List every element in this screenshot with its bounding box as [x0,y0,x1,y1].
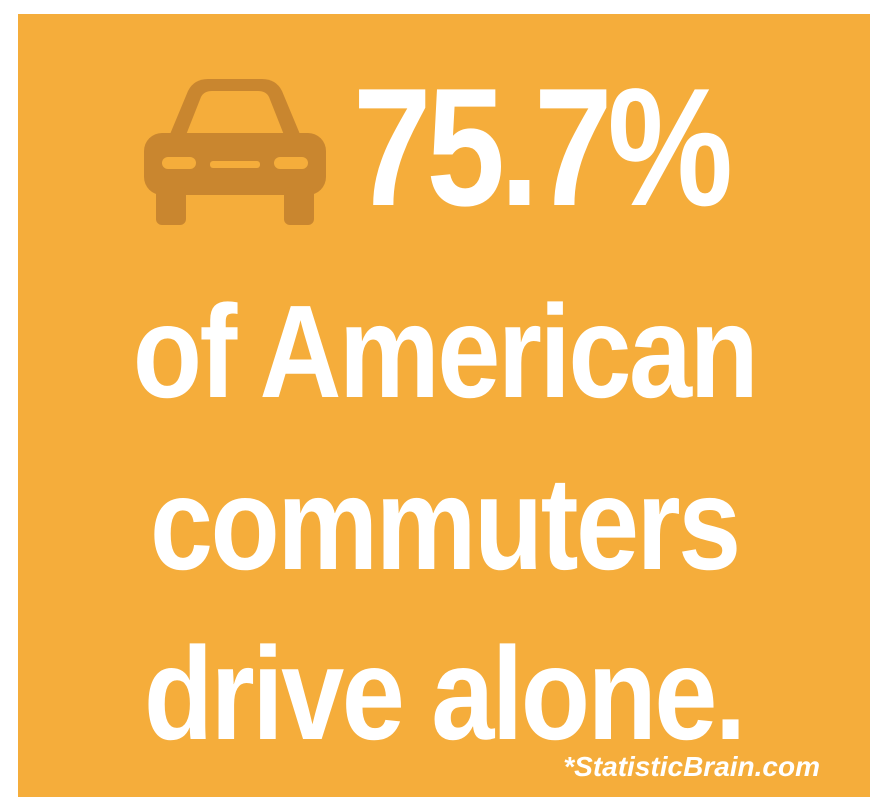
infographic-card: 75.7% of American commuters drive alone.… [18,14,870,797]
car-icon [130,69,340,229]
headline-line-2: commuters [149,450,741,597]
headline-line-3: drive alone. [144,620,747,767]
headline-stat: 75.7% [353,53,733,241]
source-credit: *StatisticBrain.com [563,751,820,782]
headline-line-1: of American [132,278,758,425]
